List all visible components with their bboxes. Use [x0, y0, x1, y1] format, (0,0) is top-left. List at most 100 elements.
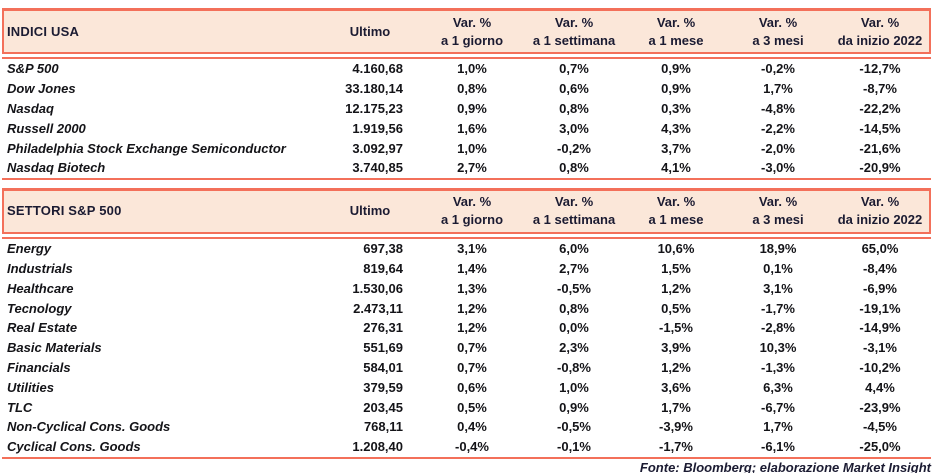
- var-value: 10,6%: [657, 241, 695, 257]
- table-row: Industrials 819,64 1,4% 2,7% 1,5% 0,1% -8,4%: [2, 259, 931, 279]
- row-label: Basic Materials: [7, 340, 102, 356]
- var-value: 0,3%: [661, 100, 691, 116]
- var-1-mese-header: Var. % a 1 mese: [625, 193, 727, 229]
- row-label: Healthcare: [7, 280, 74, 296]
- var-value: 1,2%: [661, 280, 691, 296]
- var-header-line2: a 1 settimana: [532, 212, 616, 228]
- var-value: -0,5%: [557, 280, 591, 296]
- var-value: 1,0%: [457, 140, 487, 156]
- var-value: 0,8%: [559, 100, 589, 116]
- var-value: -2,8%: [761, 320, 795, 336]
- var-1-settimana-header: Var. % a 1 settimana: [523, 14, 625, 50]
- ultimo-value: 1.530,06: [352, 280, 403, 296]
- var-value: -14,9%: [859, 320, 901, 336]
- row-label: Non-Cyclical Cons. Goods: [7, 419, 171, 435]
- table-row: Cyclical Cons. Goods 1.208,40 -0,4% -0,1% -1…: [2, 437, 931, 457]
- var-value: 3,6%: [661, 379, 691, 395]
- ultimo-value: 697,38: [363, 241, 403, 257]
- var-value: 0,5%: [457, 399, 487, 415]
- ultimo-value: 203,45: [363, 399, 403, 415]
- var-header-line2: a 1 giorno: [440, 32, 504, 48]
- var-value: -4,5%: [863, 419, 897, 435]
- var-value: -0,2%: [557, 140, 591, 156]
- var-value: 1,0%: [559, 379, 589, 395]
- ultimo-value: 768,11: [363, 419, 403, 435]
- var-value: 0,8%: [457, 81, 487, 97]
- var-value: 18,9%: [759, 241, 797, 257]
- var-value: -0,2%: [761, 61, 795, 77]
- var-value: -2,2%: [761, 120, 795, 136]
- row-label: Dow Jones: [7, 81, 76, 97]
- ultimo-value: 1.208,40: [352, 439, 403, 455]
- var-header-line1: Var. %: [554, 14, 594, 30]
- var-value: 0,5%: [661, 300, 691, 316]
- var-header-line1: Var. %: [656, 194, 696, 210]
- var-1-settimana-header: Var. % a 1 settimana: [523, 193, 625, 229]
- var-value: 0,8%: [559, 300, 589, 316]
- double-rule: [2, 52, 931, 59]
- var-value: -6,7%: [761, 399, 795, 415]
- table-row: Basic Materials 551,69 0,7% 2,3% 3,9% 10,3% -3…: [2, 338, 931, 358]
- var-value: 0,9%: [661, 61, 691, 77]
- var-1-giorno-header: Var. % a 1 giorno: [421, 14, 523, 50]
- var-value: 3,1%: [457, 241, 487, 257]
- var-3-mesi-header: Var. % a 3 mesi: [727, 193, 829, 229]
- var-value: 1,0%: [457, 61, 487, 77]
- table-row: Real Estate 276,31 1,2% 0,0% -1,5% -2,8% -14,9…: [2, 318, 931, 338]
- row-label: Nasdaq: [7, 100, 54, 116]
- var-value: 0,0%: [559, 320, 589, 336]
- var-header-line2: a 3 mesi: [752, 212, 804, 228]
- table-rows: S&P 500 4.160,68 1,0% 0,7% 0,9% -0,2% -12,7% Do…: [2, 59, 931, 180]
- var-value: -1,3%: [761, 359, 795, 375]
- var-value: -20,9%: [859, 160, 901, 176]
- var-3-mesi-header: Var. % a 3 mesi: [727, 14, 829, 50]
- row-label: Nasdaq Biotech: [7, 160, 106, 176]
- var-value: 1,2%: [457, 300, 487, 316]
- var-value: 0,7%: [457, 359, 487, 375]
- row-label: Philadelphia Stock Exchange Semiconducto…: [7, 140, 286, 156]
- ultimo-value: 379,59: [363, 379, 403, 395]
- double-rule: [2, 231, 931, 239]
- var-value: 1,4%: [457, 260, 487, 276]
- section-title: INDICI USA: [7, 23, 80, 39]
- ultimo-value: 584,01: [363, 359, 403, 375]
- table-header-band: INDICI USA Ultimo Var. % a 1 giorno Var.…: [2, 8, 931, 52]
- ultimo-value: 33.180,14: [345, 81, 403, 97]
- var-value: 2,7%: [559, 260, 589, 276]
- table-row: Tecnology 2.473,11 1,2% 0,8% 0,5% -1,7% -19,1%: [2, 298, 931, 318]
- var-value: 1,7%: [763, 419, 793, 435]
- var-value: 0,8%: [559, 160, 589, 176]
- var-value: -12,7%: [859, 61, 901, 77]
- var-value: -0,1%: [557, 439, 591, 455]
- var-value: -3,9%: [659, 419, 693, 435]
- var-value: 6,0%: [559, 241, 589, 257]
- row-label: Financials: [7, 359, 71, 375]
- var-value: -2,0%: [761, 140, 795, 156]
- row-label: S&P 500: [7, 61, 59, 77]
- ultimo-value: 551,69: [363, 340, 403, 356]
- var-value: -8,7%: [863, 81, 897, 97]
- var-header-line1: Var. %: [860, 194, 900, 210]
- ultimo-value: 276,31: [363, 320, 403, 336]
- var-value: 6,3%: [763, 379, 793, 395]
- var-value: 65,0%: [861, 241, 899, 257]
- indici-usa-table: INDICI USA Ultimo Var. % a 1 giorno Var.…: [2, 8, 931, 180]
- var-value: 0,9%: [457, 100, 487, 116]
- table-row: Russell 2000 1.919,56 1,6% 3,0% 4,3% -2,2% -14…: [2, 118, 931, 138]
- var-header-line1: Var. %: [656, 14, 696, 30]
- table-row: Utilities 379,59 0,6% 1,0% 3,6% 6,3% 4,4%: [2, 377, 931, 397]
- ultimo-value: 819,64: [363, 260, 403, 276]
- var-header-line2: a 1 mese: [648, 32, 704, 48]
- var-value: 2,3%: [559, 340, 589, 356]
- var-value: -8,4%: [863, 260, 897, 276]
- settori-sp500-table: SETTORI S&P 500 Ultimo Var. % a 1 giorno…: [2, 187, 931, 459]
- var-header-line1: Var. %: [860, 14, 900, 30]
- var-value: -19,1%: [859, 300, 901, 316]
- var-header-line2: a 1 mese: [648, 212, 704, 228]
- var-value: -21,6%: [859, 140, 901, 156]
- ultimo-column-header: Ultimo: [349, 203, 391, 219]
- var-header-line2: a 3 mesi: [752, 32, 804, 48]
- var-value: 1,7%: [661, 399, 691, 415]
- var-value: 1,2%: [661, 359, 691, 375]
- var-value: 3,0%: [559, 120, 589, 136]
